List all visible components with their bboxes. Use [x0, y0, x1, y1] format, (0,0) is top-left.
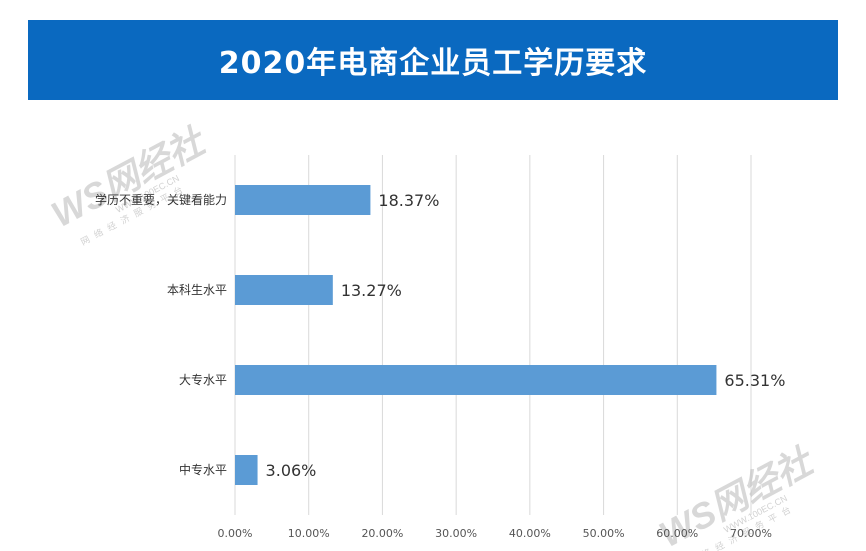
bar [235, 365, 717, 395]
data-label: 3.06% [266, 461, 317, 480]
grid-lines [234, 155, 752, 515]
x-tick-label: 0.00% [218, 527, 253, 540]
category-label: 学历不重要，关键看能力 [95, 192, 227, 207]
bar [235, 455, 258, 485]
data-label: 65.31% [724, 371, 785, 390]
category-label: 大专水平 [179, 372, 227, 387]
x-tick-label: 40.00% [509, 527, 551, 540]
data-label: 18.37% [378, 191, 439, 210]
title-banner: 2020年电商企业员工学历要求 [28, 20, 838, 100]
category-label: 中专水平 [179, 462, 227, 477]
bars [235, 185, 717, 485]
x-tick-label: 20.00% [361, 527, 403, 540]
x-tick-label: 50.00% [583, 527, 625, 540]
data-label: 13.27% [341, 281, 402, 300]
bar [235, 275, 333, 305]
x-tick-label: 60.00% [656, 527, 698, 540]
category-label: 本科生水平 [167, 283, 227, 297]
watermark: WS网经社 WWW.100EC.CN 网络经济服务平台 [45, 119, 214, 247]
x-tick-label: 30.00% [435, 527, 477, 540]
chart-title: 2020年电商企业员工学历要求 [218, 46, 648, 81]
labels: 0.00% 10.00% 20.00% 30.00% 40.00% 50.00% 60.00… [95, 191, 785, 540]
x-tick-label: 70.00% [730, 527, 772, 540]
bar [235, 185, 371, 215]
x-tick-label: 10.00% [288, 527, 330, 540]
